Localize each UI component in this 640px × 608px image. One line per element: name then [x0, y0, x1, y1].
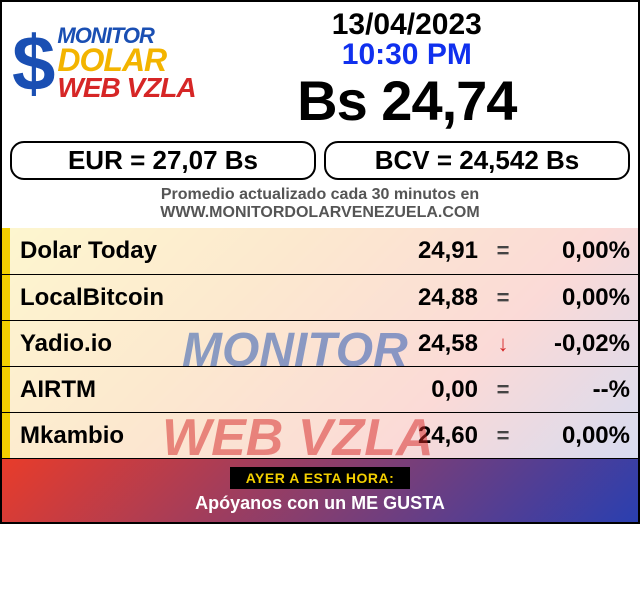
support-bold: ME GUSTA — [351, 493, 445, 513]
pill-row: EUR = 27,07 Bs BCV = 24,542 Bs — [2, 137, 638, 184]
support-prefix: Apóyanos con un — [195, 493, 351, 513]
main-rate: Bs 24,74 — [196, 68, 618, 133]
table-row: AIRTM 0,00 = --% — [2, 366, 638, 412]
trend-equal-icon: = — [478, 377, 528, 403]
table-row: Yadio.io 24,58 ↓ -0,02% — [2, 320, 638, 366]
source-name: Yadio.io — [10, 330, 348, 358]
support-text: Apóyanos con un ME GUSTA — [195, 493, 445, 514]
widget-container: $ MONITOR DOLAR WEB VZLA 13/04/2023 10:3… — [0, 0, 640, 524]
logo-line3: WEB VZLA — [57, 75, 195, 100]
logo-line2: DOLAR — [57, 46, 195, 75]
rate-value: 0,00 — [348, 376, 478, 404]
trend-down-icon: ↓ — [478, 331, 528, 357]
rate-change: --% — [528, 376, 638, 404]
header: $ MONITOR DOLAR WEB VZLA 13/04/2023 10:3… — [2, 2, 638, 137]
rates-table: Dolar Today 24,91 = 0,00% LocalBitcoin 2… — [2, 228, 638, 458]
rate-value: 24,91 — [348, 237, 478, 265]
rate-value: 24,88 — [348, 284, 478, 312]
rate-value: 24,58 — [348, 330, 478, 358]
header-right: 13/04/2023 10:30 PM Bs 24,74 — [196, 8, 628, 133]
logo-text: MONITOR DOLAR WEB VZLA — [57, 26, 195, 100]
row-flag-icon — [2, 321, 10, 366]
table-row: LocalBitcoin 24,88 = 0,00% — [2, 274, 638, 320]
trend-equal-icon: = — [478, 285, 528, 311]
eur-pill: EUR = 27,07 Bs — [10, 141, 316, 180]
table-row: Mkambio 24,60 = 0,00% — [2, 412, 638, 458]
logo: $ MONITOR DOLAR WEB VZLA — [12, 8, 196, 100]
table-row: Dolar Today 24,91 = 0,00% — [2, 228, 638, 274]
time: 10:30 PM — [196, 38, 618, 72]
source-url: WWW.MONITORDOLARVENEZUELA.COM — [2, 204, 638, 228]
bcv-pill: BCV = 24,542 Bs — [324, 141, 630, 180]
yesterday-label: AYER A ESTA HORA: — [230, 467, 411, 489]
row-flag-icon — [2, 228, 10, 274]
rate-change: 0,00% — [528, 237, 638, 265]
footer-strip: AYER A ESTA HORA: Apóyanos con un ME GUS… — [2, 458, 638, 522]
row-flag-icon — [2, 367, 10, 412]
rate-value: 24,60 — [348, 422, 478, 450]
rate-change: 0,00% — [528, 284, 638, 312]
rate-change: 0,00% — [528, 422, 638, 450]
update-note: Promedio actualizado cada 30 minutos en — [2, 184, 638, 204]
rate-change: -0,02% — [528, 330, 638, 358]
row-flag-icon — [2, 275, 10, 320]
trend-equal-icon: = — [478, 238, 528, 264]
source-name: Dolar Today — [10, 237, 348, 265]
source-name: AIRTM — [10, 376, 348, 404]
trend-equal-icon: = — [478, 423, 528, 449]
source-name: Mkambio — [10, 422, 348, 450]
logo-dollar-icon: $ — [12, 32, 55, 94]
row-flag-icon — [2, 413, 10, 458]
date: 13/04/2023 — [196, 8, 618, 42]
source-name: LocalBitcoin — [10, 284, 348, 312]
